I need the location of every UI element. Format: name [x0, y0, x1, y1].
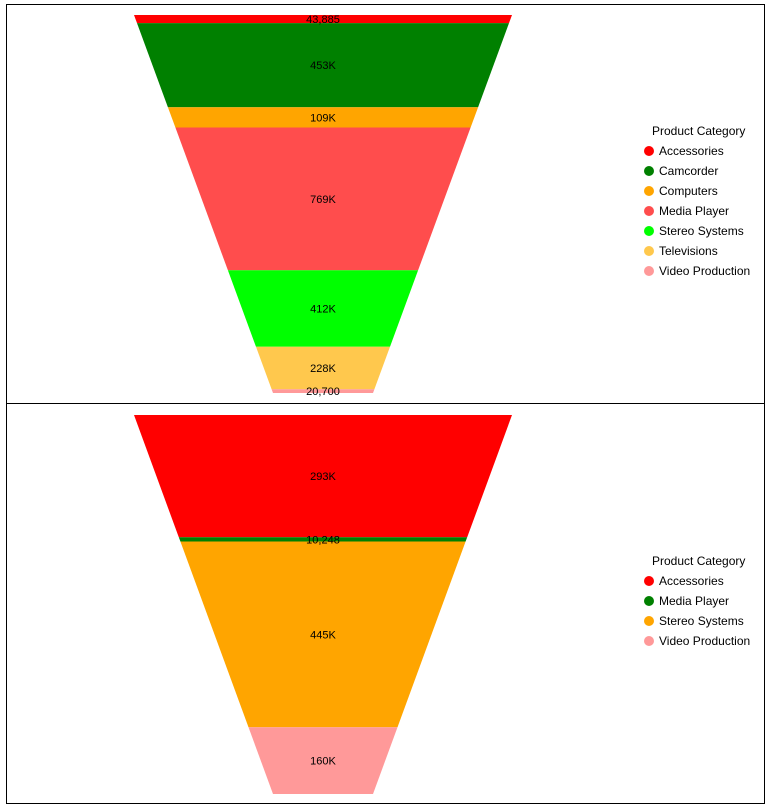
legend-title: Product Category — [652, 124, 745, 138]
legend-item-label: Computers — [659, 184, 718, 198]
funnel-segment-video-production[interactable] — [271, 389, 375, 393]
segment-value-label: 10,248 — [306, 534, 340, 546]
funnel-segment-stereo-systems[interactable] — [227, 270, 419, 347]
legend-swatch-icon — [644, 146, 654, 156]
legend-swatch-icon — [644, 226, 654, 236]
legend-swatch-icon — [644, 266, 654, 276]
segment-value-label: 228K — [310, 363, 336, 375]
funnel-segment-camcorder[interactable] — [137, 23, 509, 108]
segment-value-label: 109K — [310, 112, 336, 124]
legend-item-label: Stereo Systems — [659, 614, 744, 628]
legend-item-label: Video Production — [659, 634, 750, 648]
funnel-segments — [134, 415, 512, 794]
funnel-chart-bottom: 293K 10,248 445K 160K Product Category Access… — [134, 415, 750, 794]
legend-swatch-icon — [644, 206, 654, 216]
funnel-segment-stereo-systems[interactable] — [180, 541, 466, 728]
funnel-segment-accessories[interactable] — [134, 15, 512, 24]
legend: Product Category Accessories Camcorder Comp… — [644, 124, 750, 278]
funnel-segment-televisions[interactable] — [256, 346, 390, 390]
legend-swatch-icon — [644, 166, 654, 176]
legend-item-label: Accessories — [659, 144, 724, 158]
legend-item-label: Media Player — [659, 204, 729, 218]
segment-value-label: 160K — [310, 756, 336, 768]
funnel-segments — [134, 15, 512, 393]
segment-value-label: 20,700 — [306, 386, 340, 398]
funnel-segment-video-production[interactable] — [248, 727, 398, 794]
funnel-chart-top-panel: 43,885 453K 109K 769K 412K 228K 20,700 Product … — [6, 4, 765, 404]
legend-item-label: Video Production — [659, 264, 750, 278]
segment-value-label: 445K — [310, 629, 336, 641]
legend-item-label: Televisions — [659, 244, 718, 258]
legend-title: Product Category — [652, 554, 745, 568]
funnel-segment-media-player[interactable] — [178, 537, 468, 542]
segment-value-label: 769K — [310, 194, 336, 206]
legend-swatch-icon — [644, 616, 654, 626]
funnel-segment-media-player[interactable] — [175, 127, 471, 271]
legend-item-label: Media Player — [659, 594, 729, 608]
funnel-chart-bottom-panel: 293K 10,248 445K 160K Product Category Access… — [6, 403, 765, 804]
legend-item-label: Camcorder — [659, 164, 718, 178]
legend-swatch-icon — [644, 186, 654, 196]
legend-item-label: Stereo Systems — [659, 224, 744, 238]
funnel-segment-labels: 43,885 453K 109K 769K 412K 228K 20,700 — [306, 14, 340, 398]
funnel-chart-top: 43,885 453K 109K 769K 412K 228K 20,700 Product … — [134, 14, 750, 398]
segment-value-label: 43,885 — [306, 14, 340, 26]
legend: Product Category Accessories Media Player S… — [644, 554, 750, 648]
legend-swatch-icon — [644, 636, 654, 646]
legend-swatch-icon — [644, 596, 654, 606]
segment-value-label: 453K — [310, 60, 336, 72]
funnel-segment-computers[interactable] — [167, 107, 479, 128]
segment-value-label: 412K — [310, 304, 336, 316]
funnel-segment-labels: 293K 10,248 445K 160K — [306, 471, 340, 767]
segment-value-label: 293K — [310, 471, 336, 483]
legend-item-label: Accessories — [659, 574, 724, 588]
legend-swatch-icon — [644, 576, 654, 586]
funnel-segment-accessories[interactable] — [134, 415, 512, 538]
legend-swatch-icon — [644, 246, 654, 256]
